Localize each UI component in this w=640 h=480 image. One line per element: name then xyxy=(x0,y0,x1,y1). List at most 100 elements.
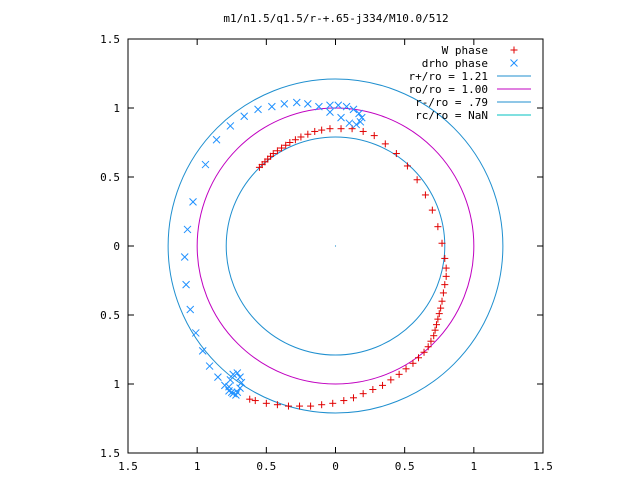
marker-stroke xyxy=(233,369,242,377)
marker-stroke xyxy=(345,119,354,128)
marker-stroke xyxy=(355,109,363,118)
marker-stroke xyxy=(236,384,244,392)
x-tick-label: 0 xyxy=(332,460,339,473)
marker-stroke xyxy=(280,100,289,108)
drho-phase-point xyxy=(315,102,323,111)
w-phase-point xyxy=(420,348,428,356)
marker-stroke xyxy=(198,347,207,355)
drho-phase-point xyxy=(225,387,233,395)
w-phase-point xyxy=(395,370,403,378)
marker-stroke xyxy=(182,280,190,289)
marker-stroke xyxy=(268,102,276,111)
drho-phase-point xyxy=(236,384,244,392)
w-phase-point xyxy=(431,326,439,334)
drho-phase-point xyxy=(345,119,354,128)
w-phase-point xyxy=(434,223,442,231)
w-phase-point xyxy=(273,401,281,409)
x-tick-label: 1 xyxy=(471,460,478,473)
w-phase-point xyxy=(359,127,367,135)
marker-stroke xyxy=(357,113,366,122)
w-phase-point xyxy=(273,147,281,155)
drho-phase-point xyxy=(342,102,351,111)
w-phase-point xyxy=(307,402,315,410)
drho-phase-point xyxy=(214,373,222,381)
marker-stroke xyxy=(212,135,221,144)
drho-phase-point xyxy=(268,102,276,111)
x-tick-label: 0.5 xyxy=(395,460,415,473)
w-phase-point xyxy=(427,337,435,345)
legend-marker xyxy=(510,59,518,67)
drho-phase-point xyxy=(205,362,214,370)
w-phase-point xyxy=(349,394,357,402)
w-phase-point xyxy=(291,136,299,144)
legend-marker xyxy=(510,46,518,54)
marker-stroke xyxy=(337,113,345,122)
w-phase-point xyxy=(409,359,417,367)
w-phase-point xyxy=(296,402,304,410)
w-phase-point xyxy=(311,127,319,135)
legend-label: rc/ro = NaN xyxy=(415,109,488,122)
w-phase-point xyxy=(262,399,270,407)
drho-phase-point xyxy=(229,370,237,379)
drho-phase-point xyxy=(201,160,210,169)
w-phase-point xyxy=(438,297,446,305)
drho-phase-point xyxy=(198,347,207,355)
w-phase-point xyxy=(379,381,387,389)
marker-stroke xyxy=(326,101,334,110)
drho-phase-point xyxy=(337,113,345,122)
drho-phase-point xyxy=(356,117,365,126)
drho-phase-point xyxy=(352,120,361,129)
drho-phase-point xyxy=(191,329,200,337)
w-phase-point xyxy=(246,395,254,403)
drho-phase-point xyxy=(233,369,242,377)
w-phase-point xyxy=(392,150,400,158)
drho-phase-point xyxy=(186,305,195,314)
y-tick-label: 0.5 xyxy=(100,309,120,322)
marker-stroke xyxy=(254,105,262,114)
y-tick-label: 1 xyxy=(113,378,120,391)
drho-phase-point xyxy=(326,101,334,110)
w-phase-point xyxy=(435,310,443,318)
x-tick-label: 0.5 xyxy=(256,460,276,473)
axis-ticks: 1.5 1 0.5 0 0.5 1 1.51.510.500.511.5 xyxy=(100,33,553,473)
w-phase-point xyxy=(278,144,286,152)
drho-phase-point xyxy=(349,105,358,114)
drho-phase-point xyxy=(226,122,235,130)
w-phase-point xyxy=(403,162,411,170)
w-phase-point xyxy=(415,354,422,362)
marker-stroke xyxy=(342,102,351,111)
drho-phase-point xyxy=(355,109,363,118)
marker-stroke xyxy=(227,388,236,397)
chart-title: m1/n1.5/q1.5/r-+.65-j334/M10.0/512 xyxy=(223,12,448,25)
drho-phase-point xyxy=(236,373,244,381)
marker-stroke xyxy=(326,108,334,116)
w-phase-point xyxy=(432,321,440,329)
w-phase-point xyxy=(442,264,450,272)
marker-stroke xyxy=(189,197,197,206)
drho-phase-point xyxy=(240,112,249,121)
w-phase-point xyxy=(370,132,378,140)
marker-stroke xyxy=(191,329,200,337)
w-phase-point xyxy=(269,150,277,158)
x-tick-label: 1 xyxy=(194,460,201,473)
drho-phase-point xyxy=(226,376,235,384)
w-phase-point xyxy=(402,365,410,373)
w-phase-point xyxy=(428,206,436,214)
drho-phase-point xyxy=(225,382,233,391)
w-phase-point xyxy=(434,315,442,323)
marker-stroke xyxy=(225,382,233,391)
marker-stroke xyxy=(352,120,361,129)
y-tick-label: 1.5 xyxy=(100,33,120,46)
legend-label: ro/ro = 1.00 xyxy=(409,83,488,96)
legend-label: W phase xyxy=(442,44,488,57)
w-phase-point xyxy=(430,332,438,340)
drho-phase-point xyxy=(280,100,289,108)
x-tick-label: 1.5 xyxy=(533,460,553,473)
legend-label: r+/ro = 1.21 xyxy=(409,70,488,83)
marker-stroke xyxy=(186,305,195,314)
marker-stroke xyxy=(303,100,312,108)
y-tick-label: 0.5 xyxy=(100,171,120,184)
origin-dot xyxy=(334,245,337,247)
